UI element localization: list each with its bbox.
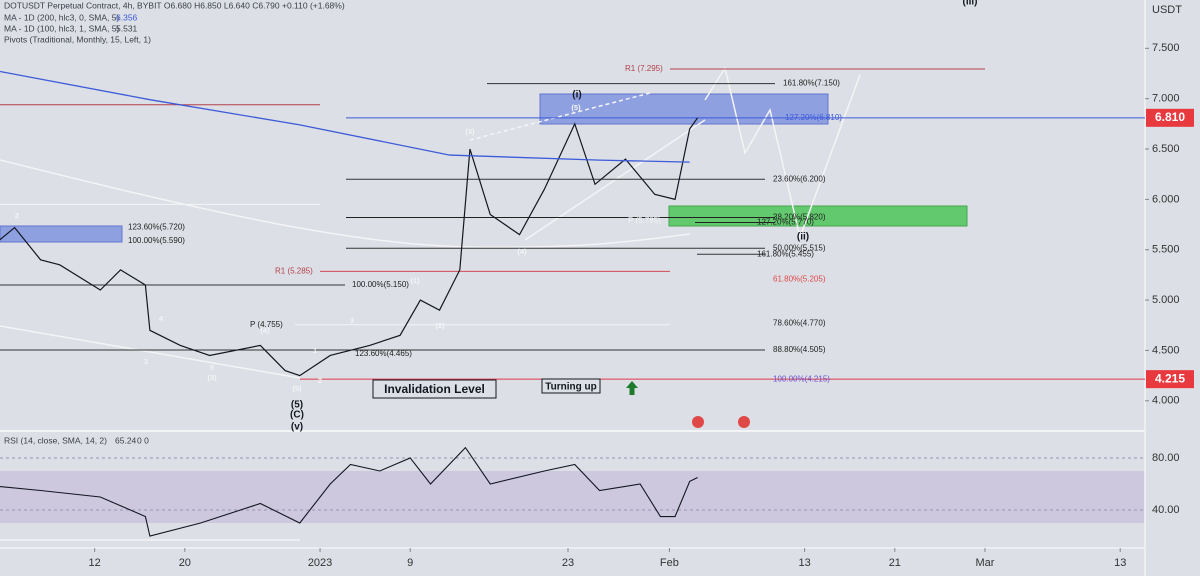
y-tick-label: 5.500 [1152, 244, 1180, 256]
event-icon[interactable] [738, 416, 750, 428]
x-tick-label: 13 [1114, 557, 1126, 569]
level-label: 161.80%(7.150) [783, 79, 840, 88]
level-label: 127.20%(6.810) [785, 113, 842, 122]
wave-label: 5 [210, 363, 214, 372]
y-tick-label: 4.500 [1152, 344, 1180, 356]
x-tick-label: 9 [407, 557, 413, 569]
level-label: 88.80%(4.505) [773, 345, 826, 354]
wave-label: 2 [318, 376, 322, 385]
header-ma200: MA - 1D (200, hlc3, 0, SMA, 5) [4, 12, 119, 22]
x-tick-label: 2023 [308, 557, 332, 569]
level-label: 161.80%(5.455) [757, 249, 814, 258]
x-tick-label: 20 [179, 557, 191, 569]
wave-label: (5) [291, 400, 303, 411]
trendline [469, 92, 651, 141]
wave-label: (2) [435, 321, 445, 330]
price-tag-label: 6.810 [1155, 110, 1185, 124]
rsi-tick-label: 40.00 [1152, 504, 1180, 516]
level-label: 127.20%(5.770) [757, 218, 814, 227]
x-tick-label: 23 [562, 557, 574, 569]
header-symbol: DOTUSDT Perpetual Contract, 4h, BYBIT O6… [4, 0, 345, 10]
y-tick-label: 5.000 [1152, 294, 1180, 306]
rsi-value: 65.24 [115, 435, 137, 445]
level-label: 23.60%(6.200) [773, 174, 826, 183]
annotation-text: Invalidation Level [384, 382, 485, 396]
wave-label: 3 [350, 316, 354, 325]
zone-box [668, 205, 968, 227]
wave-label: (v) [291, 422, 303, 433]
y-tick-label: 7.500 [1152, 42, 1180, 54]
price-tag [1146, 370, 1194, 389]
level-label: 38.20%(5.820) [773, 213, 826, 222]
wave-label: (3) [465, 127, 475, 136]
wave-label: (5) [292, 384, 302, 393]
wave-label: (4) [517, 247, 527, 256]
wave-label: (i) [572, 90, 581, 101]
wave-label: 2 [15, 211, 19, 220]
arrow-up-icon [626, 381, 638, 395]
annotation-text: Turning up [545, 382, 596, 393]
wave-label: 4 [159, 314, 164, 323]
annotation-box [541, 378, 601, 394]
level-label: 61.80%(5.205) [773, 275, 826, 284]
header-ma100-value: 5.531 [116, 23, 138, 33]
wave-label: (5) [571, 103, 581, 112]
wave-label: (iii) [963, 0, 978, 8]
x-tick-label: Mar [975, 557, 994, 569]
axis-unit: USDT [1152, 4, 1182, 16]
level-label: P (4.755) [250, 320, 283, 329]
wave-label: (ii) [797, 232, 809, 243]
wave-label: (4) [260, 326, 270, 335]
x-tick-label: 12 [89, 557, 101, 569]
projection-path [704, 66, 861, 240]
y-tick-label: 4.000 [1152, 395, 1180, 407]
price-line [0, 117, 699, 377]
wave-label: (3) [207, 373, 217, 382]
rsi-line [0, 446, 698, 537]
y-tick-label: 6.500 [1152, 143, 1180, 155]
ma200-line [0, 70, 690, 163]
y-tick-label: 7.000 [1152, 93, 1180, 105]
ma100-line [0, 159, 691, 249]
trendline [0, 325, 301, 379]
event-icon[interactable] [692, 416, 704, 428]
x-tick-label: Feb [660, 557, 679, 569]
wave-label: 1 [313, 346, 317, 355]
y-tick-label: 6.000 [1152, 193, 1180, 205]
rsi-extra: 0 0 [137, 435, 149, 445]
annotation-box [372, 379, 497, 399]
wave-label: (C) [290, 410, 304, 421]
level-label: 78.60%(4.770) [773, 318, 826, 327]
level-label: 50.00%(5.515) [773, 243, 826, 252]
level-label: R1 (5.285) [275, 267, 313, 276]
header-ma200-value: 6.356 [116, 12, 138, 22]
rsi-band [0, 471, 1145, 523]
zone-box [0, 225, 123, 243]
level-label: P (5.785) [628, 216, 661, 225]
trendline [524, 119, 706, 241]
header-pivots: Pivots (Traditional, Monthly, 15, Left, … [4, 34, 151, 44]
level-label: 100.00%(4.215) [773, 374, 830, 383]
price-tag [1146, 108, 1194, 127]
wave-label: 3 [144, 357, 148, 366]
level-label: 100.00%(5.150) [352, 280, 409, 289]
x-tick-label: 21 [889, 557, 901, 569]
x-tick-label: 13 [799, 557, 811, 569]
level-label: 100.00%(5.590) [128, 236, 185, 245]
price-tag-label: 4.215 [1155, 371, 1185, 385]
rsi-tick-label: 80.00 [1152, 452, 1180, 464]
level-label: 123.60%(5.720) [128, 223, 185, 232]
level-label: R1 (7.295) [625, 64, 663, 73]
header-ma100: MA - 1D (100, hlc3, 1, SMA, 5) [4, 23, 119, 33]
rsi-title: RSI (14, close, SMA, 14, 2) [4, 435, 107, 445]
level-label: 123.60%(4.465) [355, 349, 412, 358]
wave-label: (1) [410, 276, 420, 285]
